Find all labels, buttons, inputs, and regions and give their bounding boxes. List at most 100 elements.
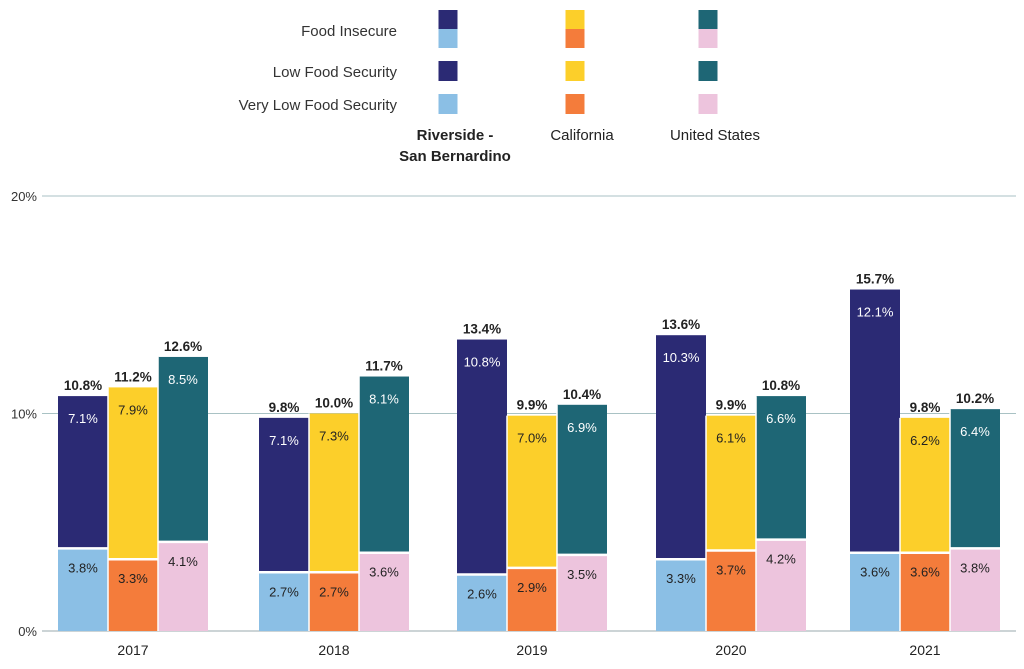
- bar-low-value-label: 8.5%: [168, 372, 198, 387]
- legend-swatch-very-low: [565, 94, 585, 114]
- bar-total-label: 10.4%: [563, 387, 601, 402]
- bar-very-low: [457, 574, 507, 631]
- y-tick-label: 20%: [11, 189, 37, 204]
- bar-low-value-label: 12.1%: [857, 305, 894, 320]
- bar-low-value-label: 8.1%: [369, 392, 399, 407]
- bar-total-label: 15.7%: [856, 272, 894, 287]
- bar-low: [58, 396, 108, 549]
- y-tick-label: 10%: [11, 407, 37, 422]
- bar-very-low-value-label: 3.5%: [567, 567, 597, 582]
- legend-group-label: United States: [670, 127, 760, 144]
- bar-very-low-value-label: 2.7%: [269, 584, 299, 599]
- bar-very-low-value-label: 4.2%: [766, 552, 796, 567]
- bar-low: [507, 415, 557, 568]
- bar-low-value-label: 6.4%: [960, 424, 990, 439]
- x-category-label: 2021: [909, 642, 940, 658]
- bar-very-low: [108, 559, 158, 631]
- bar-low: [850, 289, 900, 553]
- legend-swatch-low: [698, 61, 718, 81]
- bar-very-low-value-label: 2.9%: [517, 580, 547, 595]
- legend-swatch-food-insecure-top: [565, 10, 585, 29]
- bar-very-low: [950, 548, 1000, 631]
- bar-very-low: [58, 548, 108, 631]
- legend-group-label: Riverside -: [417, 127, 494, 144]
- bar-very-low: [507, 567, 557, 631]
- bar-very-low-value-label: 3.6%: [369, 565, 399, 580]
- bar-very-low-value-label: 3.7%: [716, 563, 746, 578]
- legend-swatch-food-insecure-bottom: [698, 29, 718, 48]
- bar-very-low: [309, 572, 359, 631]
- bar-low: [309, 413, 359, 573]
- x-category-label: 2018: [318, 642, 349, 658]
- bar-low: [950, 409, 1000, 549]
- bar-low: [706, 415, 756, 551]
- bar-very-low-value-label: 3.6%: [910, 565, 940, 580]
- bar-low: [756, 396, 806, 540]
- bar-total-label: 10.8%: [762, 378, 800, 393]
- x-category-label: 2020: [715, 642, 746, 658]
- bar-low: [259, 417, 309, 573]
- y-tick-label: 0%: [18, 624, 37, 639]
- legend-swatch-low: [438, 61, 458, 81]
- bar-low-value-label: 7.9%: [118, 402, 148, 417]
- bar-very-low: [706, 550, 756, 631]
- legend-swatch-low: [565, 61, 585, 81]
- bar-total-label: 13.4%: [463, 322, 501, 337]
- bar-low-value-label: 6.6%: [766, 411, 796, 426]
- bar-low-value-label: 10.3%: [663, 350, 700, 365]
- bar-low: [900, 417, 950, 553]
- bar-very-low-value-label: 2.7%: [319, 584, 349, 599]
- bar-total-label: 10.8%: [64, 378, 102, 393]
- legend-label-2: Very Low Food Security: [239, 97, 398, 114]
- legend-swatch-very-low: [698, 94, 718, 114]
- bar-very-low: [259, 572, 309, 631]
- bar-total-label: 13.6%: [662, 317, 700, 332]
- bar-total-label: 9.9%: [716, 398, 747, 413]
- bar-very-low: [656, 559, 706, 631]
- bar-low-value-label: 7.0%: [517, 431, 547, 446]
- bar-total-label: 9.9%: [517, 398, 548, 413]
- bar-low: [158, 356, 208, 542]
- legend-swatch-very-low: [438, 94, 458, 114]
- bar-low: [457, 339, 507, 575]
- bar-very-low: [850, 552, 900, 631]
- bar-total-label: 9.8%: [269, 400, 300, 415]
- bar-low: [108, 387, 158, 560]
- bar-very-low-value-label: 3.8%: [68, 560, 98, 575]
- bar-total-label: 9.8%: [910, 400, 941, 415]
- bar-very-low-value-label: 4.1%: [168, 554, 198, 569]
- bar-total-label: 12.6%: [164, 339, 202, 354]
- bar-very-low-value-label: 3.6%: [860, 565, 890, 580]
- x-category-label: 2017: [117, 642, 148, 658]
- bar-very-low: [557, 554, 607, 631]
- bar-low-value-label: 7.3%: [319, 429, 349, 444]
- legend-swatch-food-insecure-top: [698, 10, 718, 29]
- bar-low-value-label: 6.2%: [910, 433, 940, 448]
- bar-very-low: [900, 552, 950, 631]
- bar-very-low: [158, 541, 208, 631]
- legend-swatch-food-insecure-top: [438, 10, 458, 29]
- bar-low-value-label: 7.1%: [269, 433, 299, 448]
- legend-label-0: Food Insecure: [301, 23, 397, 40]
- bar-very-low-value-label: 2.6%: [467, 586, 497, 601]
- x-category-label: 2019: [516, 642, 547, 658]
- legend-group-label: California: [550, 127, 614, 144]
- bar-low-value-label: 6.1%: [716, 431, 746, 446]
- legend-group-label: San Bernardino: [399, 148, 511, 165]
- bar-low: [359, 376, 409, 553]
- bar-low-value-label: 6.9%: [567, 420, 597, 435]
- bar-low-value-label: 10.8%: [464, 355, 501, 370]
- bar-low: [557, 404, 607, 555]
- bar-very-low-value-label: 3.3%: [118, 571, 148, 586]
- bar-total-label: 11.2%: [114, 369, 152, 384]
- bar-total-label: 11.7%: [365, 359, 403, 374]
- bar-total-label: 10.0%: [315, 396, 353, 411]
- bar-low: [656, 335, 706, 560]
- legend-swatch-food-insecure-bottom: [438, 29, 458, 48]
- bar-very-low: [756, 539, 806, 631]
- bar-very-low: [359, 552, 409, 631]
- bar-very-low-value-label: 3.8%: [960, 560, 990, 575]
- legend-swatch-food-insecure-bottom: [565, 29, 585, 48]
